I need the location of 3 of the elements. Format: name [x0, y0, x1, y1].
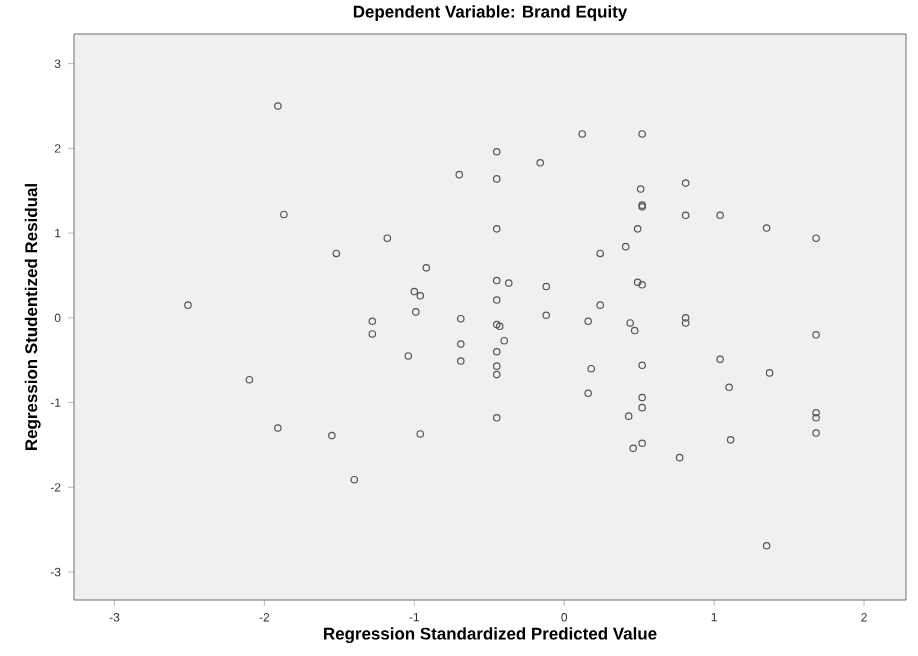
chart-title: Dependent Variable: Brand Equity: [353, 5, 628, 21]
y-axis-title: Regression Studentized Residual: [24, 184, 41, 450]
x-axis-title: Regression Standardized Predicted Value: [324, 627, 657, 644]
